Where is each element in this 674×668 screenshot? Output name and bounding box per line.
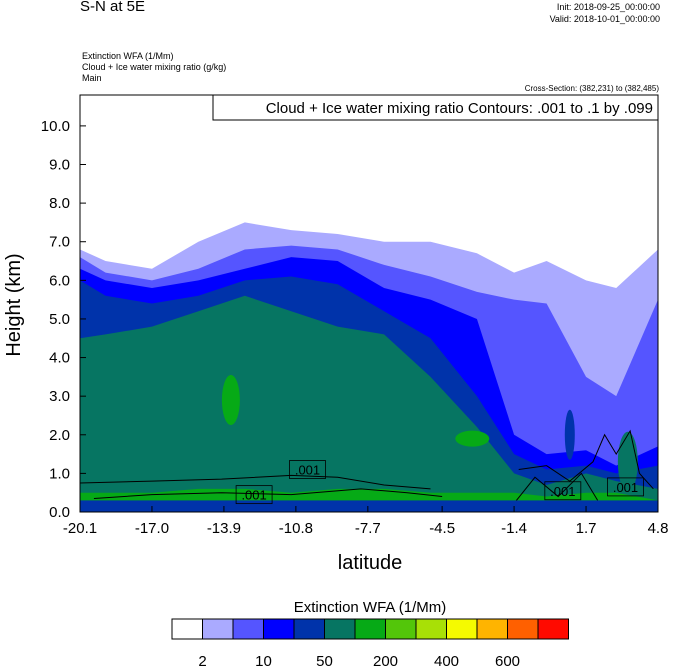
init-time: Init: 2018-09-25_00:00:00 — [556, 2, 660, 12]
colorbar-label: 200 — [373, 653, 398, 668]
colorbar-swatch — [507, 618, 539, 640]
contour-label: .001 — [550, 484, 575, 499]
colorbar-swatch — [537, 618, 569, 640]
colorbar-swatch — [232, 618, 264, 640]
y-tick-label: 7.0 — [49, 234, 70, 251]
x-tick-label: -13.9 — [207, 520, 241, 537]
field-blob — [221, 375, 240, 426]
colorbar-label: 2 — [198, 653, 206, 668]
x-tick-label: -20.1 — [63, 520, 97, 537]
x-tick-label: -7.7 — [355, 520, 381, 537]
chart-title: S-N at 5E — [80, 0, 146, 15]
y-tick-label: 8.0 — [49, 195, 70, 212]
contour-info-label: Cloud + Ice water mixing ratio Contours:… — [266, 100, 653, 117]
colorbar-label: 10 — [255, 653, 272, 668]
field-blob — [617, 431, 638, 492]
y-tick-label: 2.0 — [49, 427, 70, 444]
colorbar-label: 600 — [495, 653, 520, 668]
x-tick-label: 4.8 — [648, 520, 669, 537]
colorbar-label: 50 — [316, 653, 333, 668]
contour-label: .001 — [613, 480, 638, 495]
y-tick-label: 1.0 — [49, 465, 70, 482]
field-label-3: Main — [82, 73, 102, 83]
surface-layer — [80, 500, 658, 512]
contour-line — [518, 429, 654, 490]
colorbar-swatch — [446, 618, 478, 640]
x-axis-label: latitude — [338, 552, 403, 574]
y-axis-label: Height (km) — [3, 253, 25, 356]
colorbar-label: 400 — [434, 653, 459, 668]
field-blob — [455, 430, 490, 447]
contour-label-box — [289, 460, 326, 479]
colorbar-swatch — [202, 618, 234, 640]
colorbar: 2 10 50 200 400 600 — [171, 618, 569, 668]
y-tick-label: 4.0 — [49, 350, 70, 367]
y-tick-label: 9.0 — [49, 157, 70, 174]
y-tick-label: 3.0 — [49, 388, 70, 405]
x-tick-label: -17.0 — [135, 520, 169, 537]
y-tick-label: 10.0 — [41, 118, 70, 135]
contour-lines: .001 .001 .001 .001 — [80, 429, 654, 505]
contour-label-box — [607, 477, 644, 497]
colorbar-swatch — [476, 618, 508, 640]
contour-line — [93, 488, 443, 499]
field-label-2: Cloud + Ice water mixing ratio (g/kg) — [82, 62, 227, 72]
y-tick-label: 6.0 — [49, 272, 70, 289]
colorbar-swatch — [324, 618, 356, 640]
contour-label-box — [544, 481, 582, 501]
colorbar-swatch — [293, 618, 325, 640]
contour-label-box — [235, 485, 273, 505]
field-layer-4 — [80, 295, 658, 512]
field-label-1: Extinction WFA (1/Mm) — [82, 51, 174, 61]
field-layers — [80, 222, 658, 512]
colorbar-swatch — [385, 618, 417, 640]
contour-line — [516, 472, 599, 501]
contour-label: .001 — [241, 488, 266, 503]
y-tick-label: 0.0 — [49, 504, 70, 521]
valid-time: Valid: 2018-10-01_00:00:00 — [549, 14, 660, 24]
colorbar-swatch — [354, 618, 386, 640]
contour-info-box — [212, 94, 659, 121]
axes: -20.1 -17.0 -13.9 -10.8 -7.7 -4.5 -1.4 1.7 4.8 0.… — [41, 118, 669, 537]
x-tick-label: 1.7 — [576, 520, 597, 537]
y-tick-label: 5.0 — [49, 311, 70, 328]
x-tick-label: -10.8 — [279, 520, 313, 537]
cross-section-label: Cross-Section: (382,231) to (382,485) — [524, 84, 659, 93]
contour-line — [80, 474, 431, 490]
field-blob — [564, 409, 575, 460]
x-tick-label: -4.5 — [429, 520, 455, 537]
colorbar-swatch — [415, 618, 447, 640]
contour-label: .001 — [295, 463, 320, 478]
colorbar-title: Extinction WFA (1/Mm) — [294, 599, 447, 616]
x-tick-label: -1.4 — [501, 520, 527, 537]
colorbar-swatch — [171, 618, 203, 640]
colorbar-swatch — [263, 618, 295, 640]
